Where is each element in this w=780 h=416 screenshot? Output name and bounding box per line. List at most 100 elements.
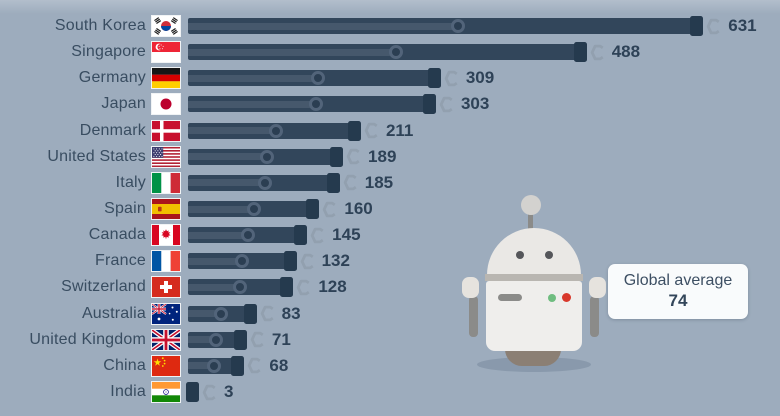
gear-icon [296, 279, 313, 296]
country-label: Italy [115, 173, 146, 191]
chart-row: Germany 309 [0, 65, 780, 91]
chart-row: India 3 [0, 379, 780, 405]
value-label: 189 [368, 146, 397, 166]
flag-ca-icon [152, 225, 180, 246]
chart-row: China 68 [0, 353, 780, 379]
value-bar-cn [188, 355, 245, 376]
chart-row: South Korea 631 [0, 13, 780, 39]
bar-end-cap [186, 382, 199, 403]
flag-in-icon [152, 382, 180, 403]
flag-jp-icon [152, 94, 180, 115]
bar-end-cap [690, 16, 704, 37]
gear-icon [202, 384, 219, 401]
value-label: 132 [321, 251, 350, 271]
bar-piston-rod [188, 48, 399, 56]
bar-end-cap [306, 199, 320, 220]
country-label: Germany [78, 69, 146, 87]
gear-icon [260, 305, 277, 322]
gear-icon [343, 174, 360, 191]
bar-piston-rod [188, 310, 224, 318]
bar-piston-rod [188, 100, 319, 108]
chart-row: Canada 145 [0, 222, 780, 248]
bar-end-cap [231, 355, 245, 376]
bar-chart: South Korea 631 Singapore 488 Germany 309 Japa… [0, 13, 780, 405]
gear-icon [439, 96, 456, 113]
value-label: 71 [271, 329, 291, 349]
chart-row: United States 189 [0, 144, 780, 170]
bar-piston-rod [188, 153, 270, 161]
bar-piston-ring [309, 97, 323, 112]
value-label: 3 [224, 382, 234, 402]
value-bar-es [188, 199, 320, 220]
gear-icon [444, 70, 461, 87]
value-bar-au [188, 303, 257, 324]
country-label: Australia [81, 304, 146, 322]
bar-end-cap [422, 94, 436, 115]
value-label: 185 [364, 172, 394, 192]
value-bar-ch [188, 277, 294, 298]
value-label: 145 [332, 225, 361, 245]
bar-piston-ring [260, 149, 274, 164]
bar-piston-rod [188, 22, 461, 30]
value-label: 303 [460, 94, 490, 114]
chart-row: Switzerland 128 [0, 274, 780, 300]
chart-row: Spain 160 [0, 196, 780, 222]
value-bar-fr [188, 251, 297, 272]
chart-row: Australia 83 [0, 301, 780, 327]
bar-piston-rod [188, 231, 251, 239]
value-bar-kr [188, 16, 704, 37]
chart-row: United Kingdom 71 [0, 327, 780, 353]
gear-icon [322, 201, 339, 218]
flag-kr-icon [152, 16, 180, 37]
flag-dk-icon [152, 120, 180, 141]
flag-it-icon [152, 172, 180, 193]
gear-icon [706, 18, 723, 35]
bar-piston-rod [188, 74, 321, 82]
value-label: 309 [465, 68, 495, 88]
bar-piston-ring [247, 202, 261, 217]
bar-piston-ring [209, 332, 223, 347]
bar-piston-ring [235, 254, 249, 269]
bar-piston-rod [188, 205, 257, 213]
bar-piston-ring [311, 71, 325, 86]
flag-ch-icon [152, 277, 180, 298]
flag-gb-icon [152, 329, 180, 350]
flag-sg-icon [152, 42, 180, 63]
gear-icon [247, 357, 264, 374]
value-bar-ca [188, 225, 308, 246]
chart-row: Singapore 488 [0, 39, 780, 65]
bar-piston-ring [214, 306, 228, 321]
country-label: South Korea [54, 17, 146, 35]
country-label: United Kingdom [29, 330, 146, 348]
flag-au-icon [152, 303, 180, 324]
chart-row: Italy 185 [0, 170, 780, 196]
flag-cn-icon [152, 355, 180, 376]
value-label: 211 [385, 120, 414, 140]
global-average-bubble: Global average 74 [608, 264, 748, 319]
value-bar-us [188, 146, 344, 167]
country-label: Spain [104, 200, 146, 218]
gear-icon [250, 331, 267, 348]
value-bar-sg [188, 42, 587, 63]
gear-icon [300, 253, 317, 270]
bar-piston-rod [188, 257, 245, 265]
country-label: Singapore [71, 43, 146, 61]
bar-piston-ring [241, 228, 255, 243]
value-bar-jp [188, 94, 436, 115]
country-label: India [110, 383, 146, 401]
country-label: United States [47, 147, 146, 165]
value-bar-gb [188, 329, 247, 350]
value-label: 83 [281, 303, 301, 323]
value-label: 68 [269, 355, 289, 375]
chart-row: Japan 303 [0, 91, 780, 117]
bar-piston-rod [188, 127, 279, 135]
value-label: 128 [318, 277, 347, 297]
bar-piston-rod [188, 179, 268, 187]
bar-piston-rod [188, 362, 217, 370]
country-label: France [95, 252, 146, 270]
value-bar-it [188, 172, 340, 193]
global-average-label: Global average [623, 272, 733, 289]
bar-end-cap [280, 277, 294, 298]
flag-us-icon [152, 146, 180, 167]
global-average-value: 74 [668, 291, 688, 310]
